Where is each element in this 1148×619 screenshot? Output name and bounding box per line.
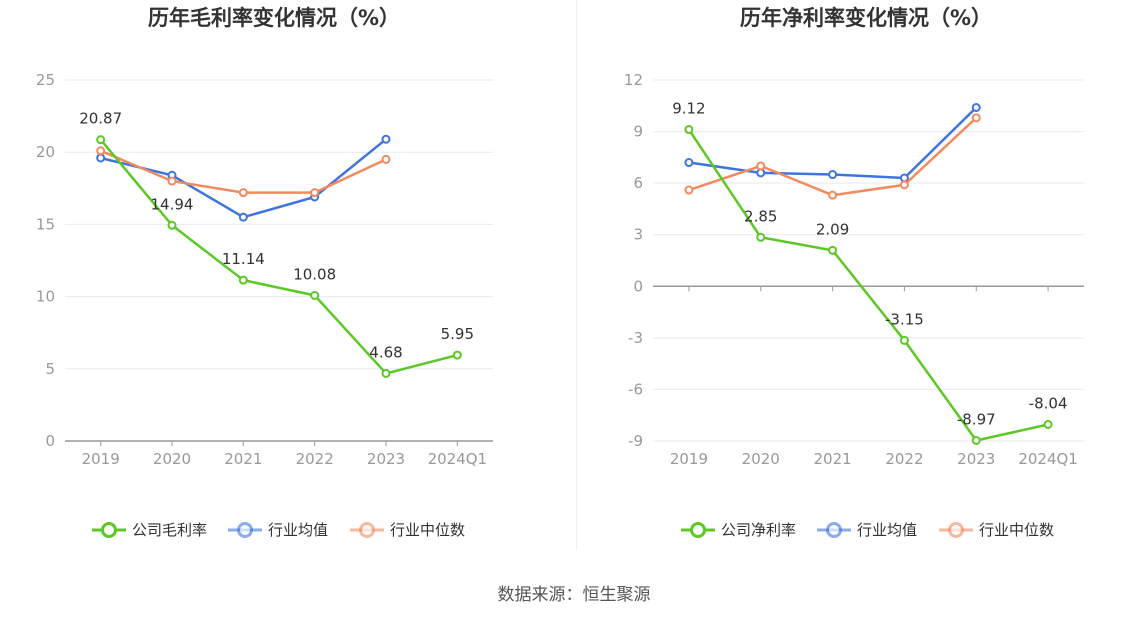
x-tick-label: 2024Q1 [1018, 450, 1078, 468]
x-tick-label: 2019 [82, 450, 120, 468]
x-tick-label: 2022 [296, 450, 334, 468]
data-label: 14.94 [151, 195, 194, 213]
data-label: 2.09 [816, 220, 849, 238]
data-point-series-0 [238, 275, 248, 285]
legend-label: 公司毛利率 [132, 521, 207, 539]
data-point-series-0 [684, 125, 694, 135]
data-point-series-2 [381, 154, 391, 164]
y-tick-label: 6 [633, 174, 643, 192]
data-label: 10.08 [293, 265, 336, 283]
data-source-note: 数据来源：恒生聚源 [497, 585, 651, 605]
series-line-2 [100, 149, 387, 194]
data-point-series-0 [828, 245, 838, 255]
data-point-series-0 [899, 335, 909, 345]
data-point-series-0 [381, 368, 391, 378]
data-point-series-1 [381, 134, 391, 144]
x-tick-label: 2023 [957, 450, 995, 468]
data-label: 2.85 [744, 207, 777, 225]
data-label: 4.68 [369, 343, 402, 361]
chart-divider [576, 0, 577, 550]
data-point-series-2 [756, 161, 766, 171]
x-tick-label: 2020 [742, 450, 780, 468]
net-margin-chart-svg: 历年净利率变化情况（%） -9 -6 -3 0 3 6 9 12 2019 2020 2021 2022… [624, 6, 1084, 539]
y-tick-label: 15 [36, 215, 55, 233]
legend-label: 公司净利率 [721, 521, 796, 539]
data-label: 11.14 [222, 250, 265, 268]
data-point-series-2 [167, 176, 177, 186]
data-label: -8.04 [1029, 394, 1068, 412]
series-line-0 [99, 138, 458, 375]
data-point-series-0 [310, 290, 320, 300]
chart-title: 历年毛利率变化情况（%） [148, 6, 400, 30]
y-tick-label: 25 [36, 71, 55, 89]
y-tick-label: 9 [633, 123, 643, 141]
x-tick-label: 2022 [885, 450, 923, 468]
data-point-series-2 [828, 190, 838, 200]
gross-margin-chart-svg: 历年毛利率变化情况（%） 0 5 10 15 20 25 2019 2020 2021 2022 20… [36, 6, 493, 539]
data-label: -3.15 [885, 310, 924, 328]
data-point-series-0 [971, 435, 981, 445]
y-tick-label: 0 [45, 432, 55, 450]
x-tick-label: 2019 [670, 450, 708, 468]
data-point-series-2 [238, 188, 248, 198]
legend-marker-icon [101, 522, 117, 538]
data-label: 20.87 [79, 110, 122, 128]
data-point-series-2 [310, 188, 320, 198]
y-tick-label: -9 [628, 432, 643, 450]
y-tick-label: 12 [624, 71, 643, 89]
data-point-series-0 [1043, 419, 1053, 429]
legend-label: 行业中位数 [390, 521, 465, 539]
chart-title: 历年净利率变化情况（%） [740, 6, 992, 30]
x-tick-label: 2020 [153, 450, 191, 468]
y-tick-label: -3 [628, 329, 643, 347]
y-tick-label: 10 [36, 288, 55, 306]
y-tick-label: 20 [36, 143, 55, 161]
data-point-series-1 [238, 212, 248, 222]
data-point-series-0 [756, 232, 766, 242]
y-tick-label: -6 [628, 380, 643, 398]
data-point-series-1 [684, 158, 694, 168]
legend-label: 行业中位数 [979, 521, 1054, 539]
x-tick-label: 2021 [224, 450, 262, 468]
gross-margin-chart: 历年毛利率变化情况（%） 0 5 10 15 20 25 2019 2020 2021 2022 20… [0, 0, 576, 560]
x-tick-label: 2024Q1 [428, 450, 488, 468]
data-point-series-1 [971, 103, 981, 113]
data-point-series-1 [828, 170, 838, 180]
x-tick-label: 2023 [367, 450, 405, 468]
series-line-1 [688, 106, 978, 180]
data-point-series-2 [684, 185, 694, 195]
legend-marker-icon [690, 522, 706, 538]
data-label: 5.95 [441, 325, 474, 343]
legend-label: 行业均值 [268, 521, 328, 539]
data-point-series-1 [96, 153, 106, 163]
y-tick-label: 0 [633, 277, 643, 295]
legend-marker-icon [359, 522, 375, 538]
legend-label: 行业均值 [857, 521, 917, 539]
x-tick-label: 2021 [813, 450, 851, 468]
y-tick-label: 3 [633, 226, 643, 244]
data-point-series-0 [452, 350, 462, 360]
data-label: 9.12 [672, 100, 705, 118]
series-line-0 [687, 128, 1049, 442]
legend-marker-icon [948, 522, 964, 538]
data-label: -8.97 [957, 410, 996, 428]
data-point-series-0 [167, 220, 177, 230]
data-point-series-2 [971, 113, 981, 123]
data-point-series-0 [96, 135, 106, 145]
legend-marker-icon [826, 522, 842, 538]
y-tick-label: 5 [45, 360, 55, 378]
legend-marker-icon [237, 522, 253, 538]
data-point-series-2 [96, 146, 106, 156]
data-point-series-2 [899, 180, 909, 190]
net-margin-chart: 历年净利率变化情况（%） -9 -6 -3 0 3 6 9 12 2019 2020 2021 2022… [577, 0, 1148, 560]
